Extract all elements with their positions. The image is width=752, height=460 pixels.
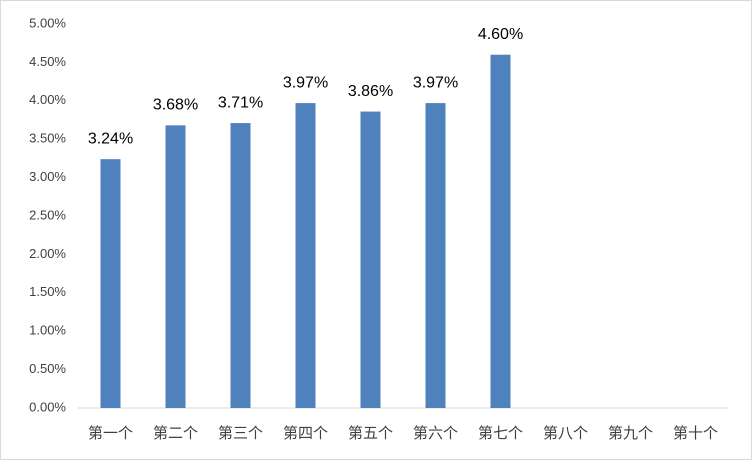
data-label: 3.97% xyxy=(413,74,458,91)
y-tick-label: 3.50% xyxy=(29,131,66,146)
y-tick-label: 2.50% xyxy=(29,207,66,222)
y-tick-label: 4.50% xyxy=(29,54,66,69)
y-tick-label: 2.00% xyxy=(29,246,66,261)
x-tick-label: 第四个 xyxy=(283,424,328,442)
x-tick-label: 第一个 xyxy=(88,424,133,442)
x-tick-label: 第十个 xyxy=(673,424,718,442)
bar xyxy=(165,125,186,408)
bar xyxy=(425,103,446,408)
x-tick-label: 第三个 xyxy=(218,424,263,442)
y-tick-label: 0.50% xyxy=(29,361,66,376)
data-label: 3.24% xyxy=(88,130,133,147)
y-tick-label: 4.00% xyxy=(29,92,66,107)
y-tick-label: 3.00% xyxy=(29,169,66,184)
x-tick-label: 第六个 xyxy=(413,424,458,442)
data-label: 3.86% xyxy=(348,83,393,100)
x-tick-label: 第五个 xyxy=(348,424,393,442)
bar xyxy=(230,123,251,409)
y-tick-label: 1.50% xyxy=(29,284,66,299)
data-label: 3.97% xyxy=(283,74,328,91)
bar xyxy=(295,103,316,408)
x-tick-label: 第八个 xyxy=(543,424,588,442)
x-tick-label: 第二个 xyxy=(153,424,198,442)
bar xyxy=(490,54,511,408)
x-tick-label: 第七个 xyxy=(478,424,523,442)
x-tick-label: 第九个 xyxy=(608,424,653,442)
y-tick-label: 0.00% xyxy=(29,399,66,414)
bar xyxy=(360,111,381,408)
data-label: 4.60% xyxy=(478,26,523,43)
y-tick-label: 5.00% xyxy=(29,15,66,30)
y-tick-label: 1.00% xyxy=(29,323,66,338)
bar xyxy=(100,159,121,408)
data-label: 3.68% xyxy=(153,97,198,114)
data-label: 3.71% xyxy=(218,94,263,111)
